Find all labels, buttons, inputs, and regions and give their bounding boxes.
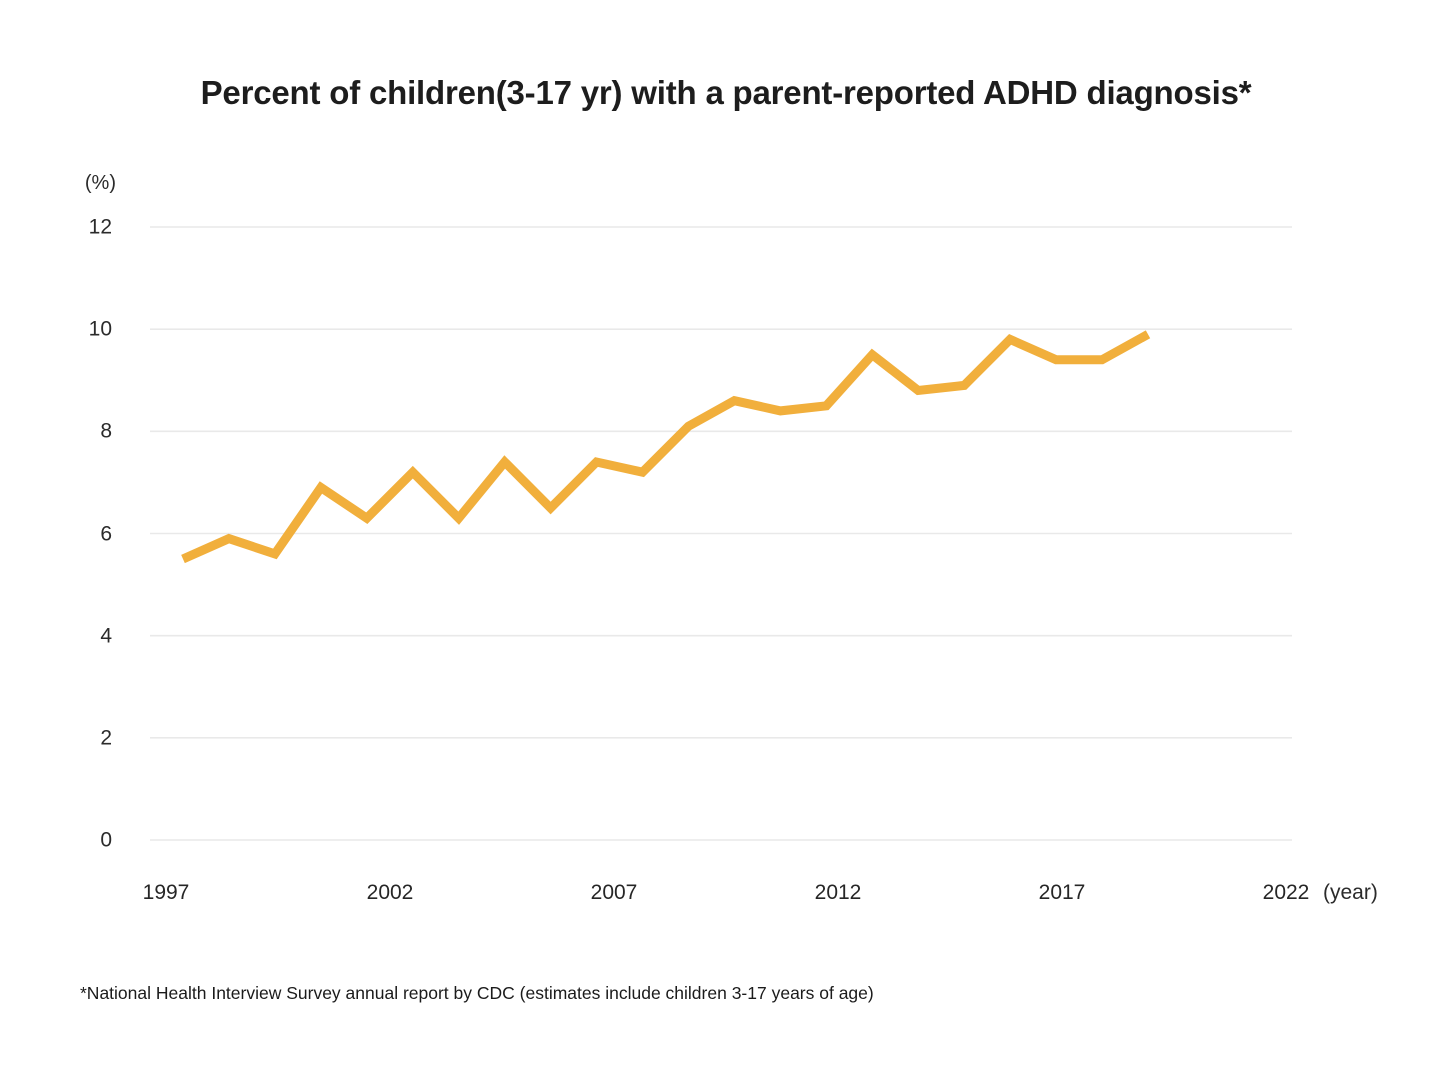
x-tick-2017: 2017 [1038, 881, 1086, 904]
x-axis-unit-label: (year) [1323, 881, 1378, 904]
y-axis-unit-label: (%) [84, 172, 116, 194]
y-tick-0: 0 [100, 828, 112, 852]
x-tick-2002: 2002 [366, 881, 414, 904]
gridlines [150, 226, 1292, 841]
adhd-trend-line [181, 330, 1151, 564]
x-tick-2022: 2022 [1262, 881, 1310, 904]
y-tick-12: 12 [88, 215, 112, 239]
x-tick-2007: 2007 [590, 881, 638, 904]
y-tick-10: 10 [88, 317, 112, 341]
y-tick-2: 2 [100, 726, 112, 750]
y-tick-4: 4 [100, 624, 112, 648]
x-tick-2012: 2012 [814, 881, 862, 904]
y-tick-8: 8 [100, 419, 112, 443]
y-tick-6: 6 [100, 522, 112, 545]
chart-title: Percent of children(3-17 yr) with a pare… [200, 74, 1252, 111]
x-tick-1997: 1997 [142, 881, 190, 904]
footnote: *National Health Interview Survey annual… [80, 983, 874, 1003]
